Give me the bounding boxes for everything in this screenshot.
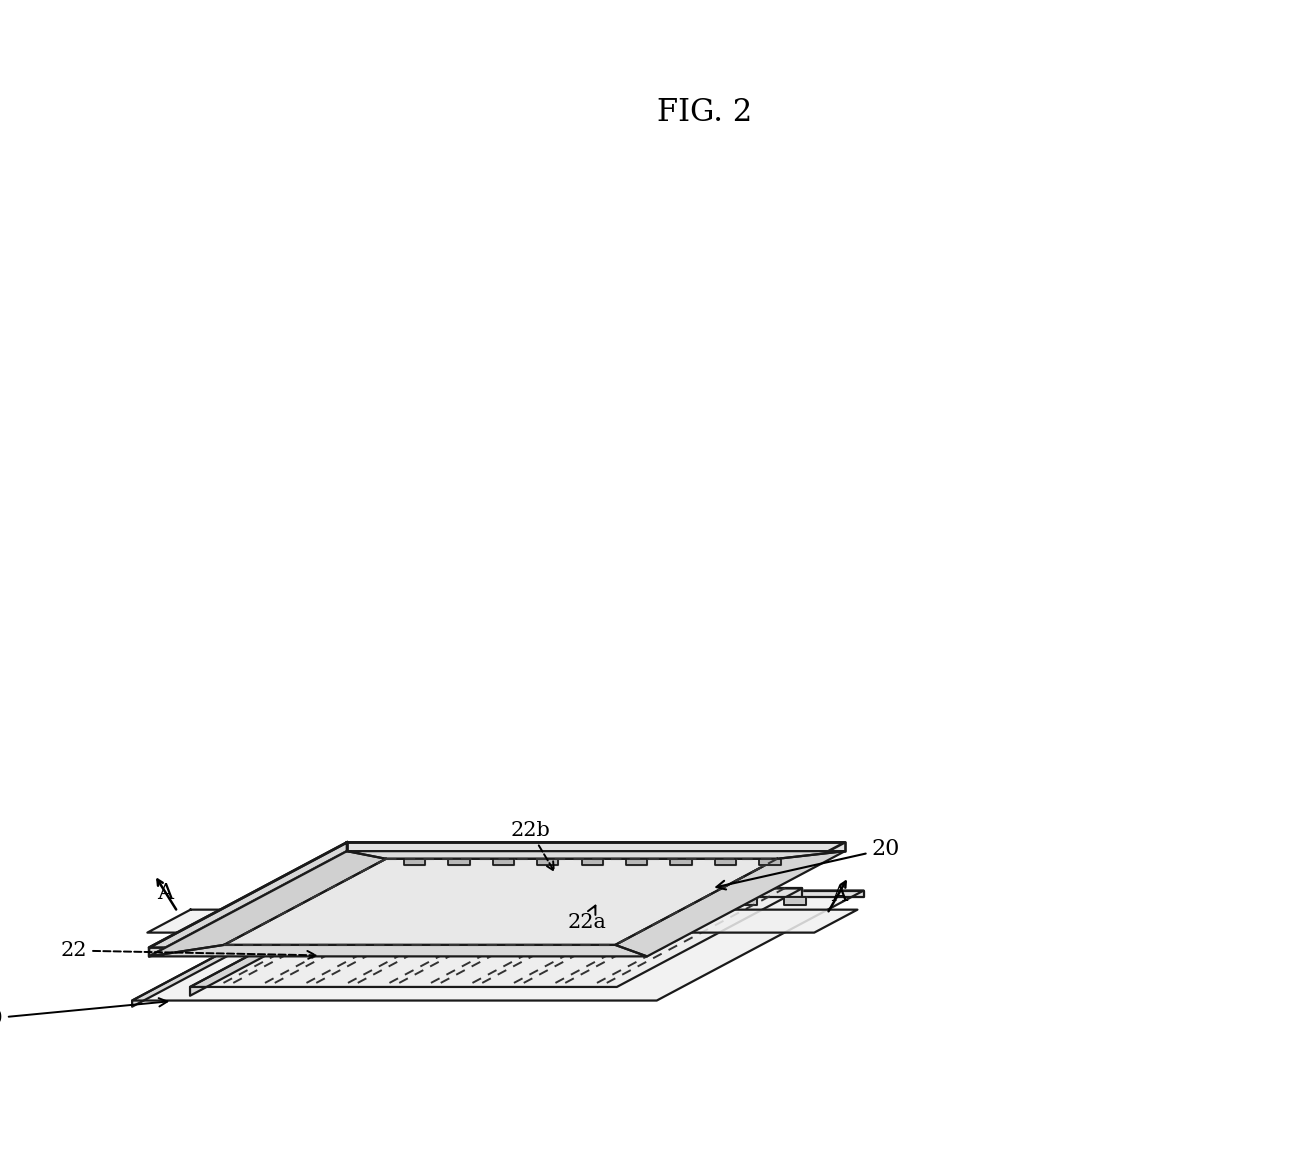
- Polygon shape: [492, 859, 513, 865]
- Polygon shape: [626, 859, 647, 865]
- Text: 22a: 22a: [567, 906, 607, 931]
- Polygon shape: [339, 890, 864, 896]
- Polygon shape: [638, 897, 659, 906]
- Polygon shape: [225, 859, 777, 945]
- Text: A: A: [831, 885, 847, 907]
- Polygon shape: [687, 897, 708, 906]
- Polygon shape: [537, 859, 558, 865]
- Polygon shape: [403, 859, 425, 865]
- Polygon shape: [347, 842, 846, 851]
- Polygon shape: [150, 842, 347, 956]
- Polygon shape: [147, 909, 857, 932]
- Polygon shape: [671, 859, 692, 865]
- Polygon shape: [393, 897, 415, 906]
- Polygon shape: [588, 897, 611, 906]
- Polygon shape: [716, 859, 737, 865]
- Polygon shape: [376, 888, 802, 897]
- Polygon shape: [759, 859, 781, 865]
- Polygon shape: [190, 888, 802, 987]
- Polygon shape: [190, 888, 376, 996]
- Text: A: A: [158, 882, 173, 904]
- Text: 22: 22: [60, 941, 315, 961]
- Polygon shape: [491, 897, 512, 906]
- Polygon shape: [540, 897, 561, 906]
- Polygon shape: [582, 859, 603, 865]
- Polygon shape: [784, 897, 806, 906]
- Polygon shape: [133, 890, 339, 1006]
- Polygon shape: [442, 897, 463, 906]
- Polygon shape: [150, 945, 647, 956]
- Polygon shape: [347, 851, 846, 859]
- Text: FIG. 2: FIG. 2: [656, 97, 752, 128]
- Polygon shape: [133, 890, 864, 1000]
- Polygon shape: [448, 859, 470, 865]
- Polygon shape: [150, 842, 846, 948]
- Polygon shape: [735, 897, 756, 906]
- Polygon shape: [150, 851, 386, 956]
- Text: 20: 20: [717, 838, 899, 889]
- Text: 22b: 22b: [511, 821, 554, 870]
- Text: 30: 30: [0, 998, 167, 1028]
- Polygon shape: [616, 851, 846, 956]
